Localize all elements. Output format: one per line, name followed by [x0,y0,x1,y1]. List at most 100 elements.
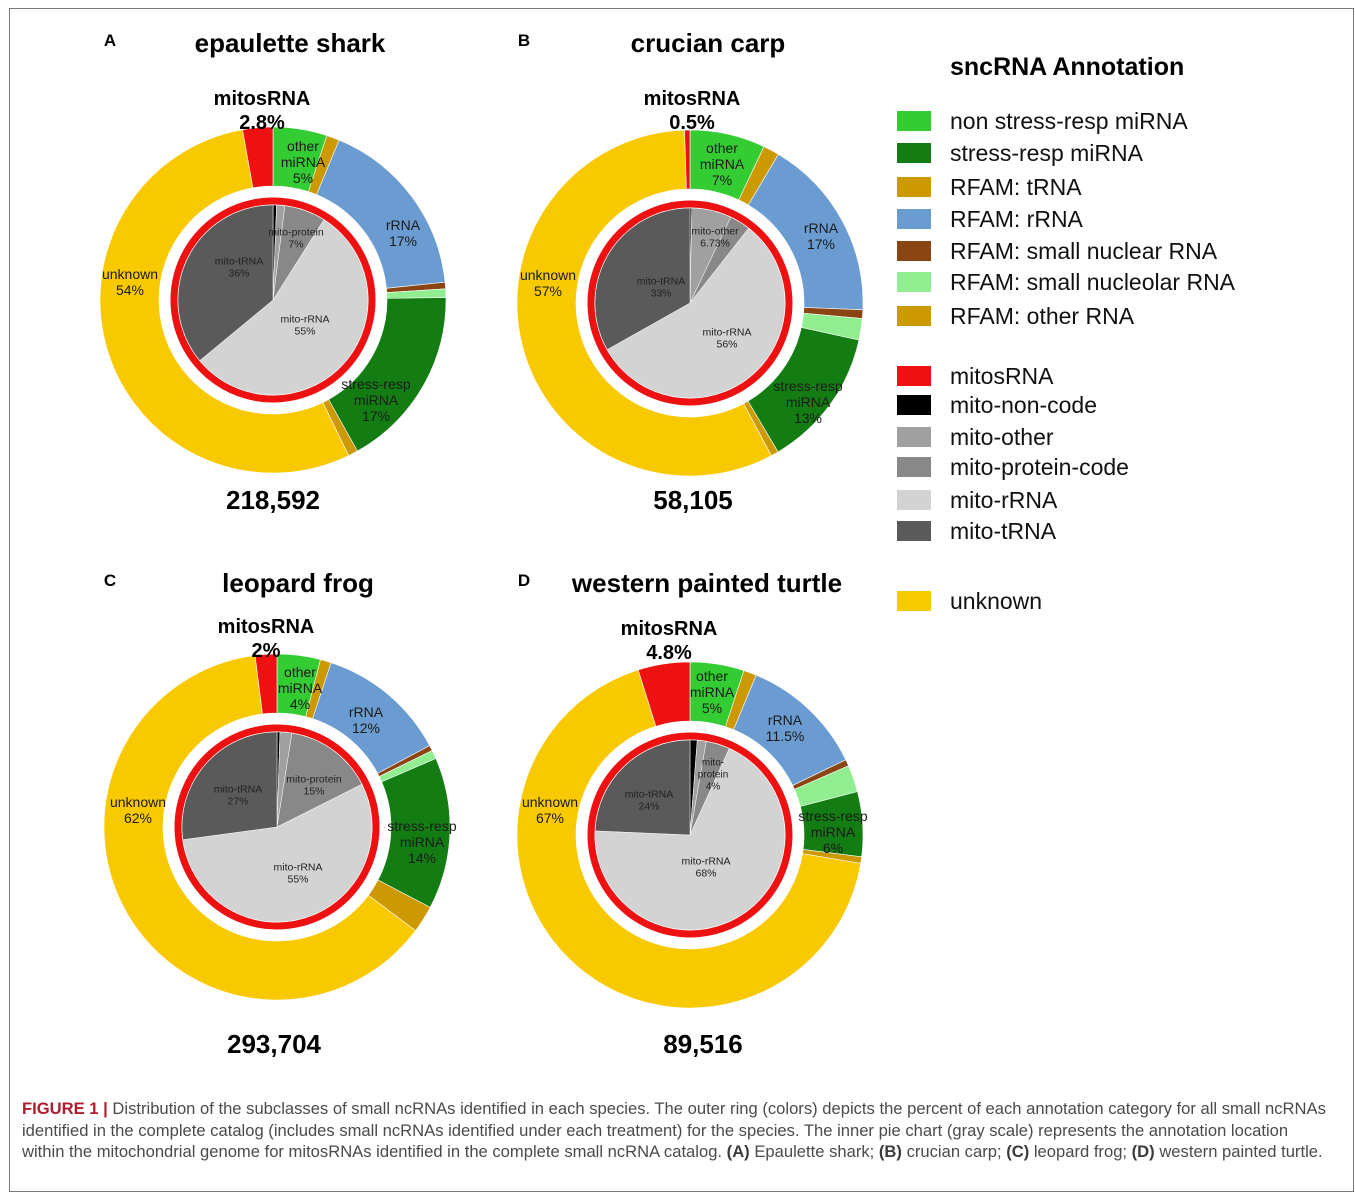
panel-title: western painted turtle [571,568,842,598]
legend-entry: unknown [897,588,1042,614]
chart-panel-c: other miRNA 4% rRNA 12% stress-resp miRNA 14% un… [103,568,457,1059]
mitosrna-percent: 4.8% [646,642,692,664]
outer-label-stress_mirna: stress-resp miRNA 14% [387,818,456,866]
outer-ring [99,126,447,474]
legend-swatch [897,490,931,510]
legend-label: non stress-resp miRNA [950,108,1188,134]
legend-label: RFAM: rRNA [950,206,1084,232]
legend-swatch [897,457,931,477]
inner-label-mito_trna: mito-tRNA 33% [637,276,685,300]
legend-entry: RFAM: small nucleolar RNA [897,269,1236,295]
outer-label-other_mirna: other miRNA 5% [281,138,326,186]
outer-ring [103,653,451,1001]
inner-label-mito_protein: mito-protein 7% [268,227,324,251]
legend-label: RFAM: small nuclear RNA [950,238,1218,264]
inner-pie [181,731,373,923]
legend-swatch [897,111,931,131]
total-count: 58,105 [653,485,733,515]
legend-entry: mito-rRNA [897,487,1058,513]
panel-letter: C [104,571,116,590]
total-count: 218,592 [226,485,320,515]
legend-label: RFAM: tRNA [950,174,1082,200]
inner-slice-mito_rrna [199,219,369,396]
legend-entry: mito-tRNA [897,518,1057,544]
mitosrna-ring [587,732,793,938]
caption-c-label: (C) [1006,1142,1030,1161]
inner-label-mito_rrna: mito-rRNA 55% [274,862,323,886]
caption-figure-label: FIGURE 1 | [22,1099,108,1118]
mitosrna-label: mitosRNA [218,616,315,638]
caption-b-label: (B) [878,1142,902,1161]
legend-swatch [897,177,931,197]
outer-label-unknown: unknown 62% [110,794,166,826]
legend-label: mitosRNA [950,363,1054,389]
legend-entry: mito-non-code [897,392,1097,418]
mitosrna-label: mitosRNA [621,618,718,640]
outer-label-rrna: rRNA 11.5% [766,712,805,744]
figure-svg: other miRNA 5% rRNA 17% stress-resp miRNA 17% un… [99,28,1236,1059]
legend-label: stress-resp miRNA [950,140,1144,166]
legend: sncRNA Annotation non stress-resp miRNA s… [897,53,1236,614]
figure-frame [9,8,1354,1192]
inner-label-mito_protein: mito-protein 4% [698,758,729,793]
outer-label-unknown: unknown 54% [102,266,158,298]
legend-swatch [897,395,931,415]
total-count: 293,704 [227,1029,322,1059]
panels-group: other miRNA 5% rRNA 17% stress-resp miRNA 17% un… [99,28,868,1059]
legend-swatch [897,241,931,261]
legend-swatch [897,143,931,163]
mitosrna-percent: 2% [252,640,281,662]
inner-slice-mito_trna [594,739,691,836]
inner-slice-mito_protein [276,732,363,828]
legend-swatch [897,427,931,447]
legend-swatch [897,366,931,386]
panel-title: epaulette shark [195,28,386,58]
legend-label: mito-rRNA [950,487,1058,513]
outer-label-unknown: unknown 57% [520,267,576,299]
inner-label-mito_rrna: mito-rRNA 68% [682,856,731,880]
outer-label-rrna: rRNA 17% [386,217,421,249]
caption-d-text: western painted turtle. [1159,1142,1323,1161]
mitosrna-ring [170,197,376,403]
panel-letter: B [518,31,530,50]
outer-label-other_mirna: other miRNA 4% [278,664,323,712]
legend-entry: RFAM: other RNA [897,303,1135,329]
inner-slice-mito_trna [594,207,691,350]
mitosrna-ring [587,200,793,406]
legend-label: unknown [950,588,1042,614]
legend-entry: RFAM: small nuclear RNA [897,238,1218,264]
legend-label: mito-non-code [950,392,1097,418]
inner-label-mito_trna: mito-tRNA 24% [625,789,673,813]
inner-label-mito_rrna: mito-rRNA 56% [703,327,752,351]
legend-swatch [897,306,931,326]
inner-label-mito_other: mito-other 6.73% [691,226,739,250]
legend-label: RFAM: other RNA [950,303,1135,329]
outer-label-stress_mirna: stress-resp miRNA 6% [798,808,867,856]
caption-a-text: Epaulette shark; [754,1142,875,1161]
caption-intro: Distribution of the subclasses of small … [22,1099,1326,1161]
caption-d-label: (D) [1131,1142,1155,1161]
panel-title: crucian carp [631,28,786,58]
outer-ring [516,661,864,1009]
inner-slice-mito_trna [177,204,274,361]
outer-label-rrna: rRNA 17% [804,220,839,252]
outer-slice-unknown [103,655,416,1001]
mitosrna-label: mitosRNA [644,88,741,110]
outer-ring [516,129,864,477]
inner-pie [177,204,369,396]
legend-entry: RFAM: tRNA [897,174,1082,200]
outer-label-stress_mirna: stress-resp miRNA 13% [773,378,842,426]
inner-label-mito_trna: mito-tRNA 27% [214,784,262,808]
caption-a-label: (A) [726,1142,750,1161]
legend-label: mito-protein-code [950,454,1129,480]
outer-label-rrna: rRNA 12% [349,704,384,736]
panel-letter: A [104,31,116,50]
legend-title: sncRNA Annotation [950,53,1184,81]
legend-entry: stress-resp miRNA [897,140,1144,166]
inner-pie [594,739,786,931]
legend-label: RFAM: small nucleolar RNA [950,269,1236,295]
outer-label-stress_mirna: stress-resp miRNA 17% [341,376,410,424]
legend-swatch [897,272,931,292]
mitosrna-percent: 0.5% [669,112,715,134]
mitosrna-percent: 2.8% [239,112,285,134]
